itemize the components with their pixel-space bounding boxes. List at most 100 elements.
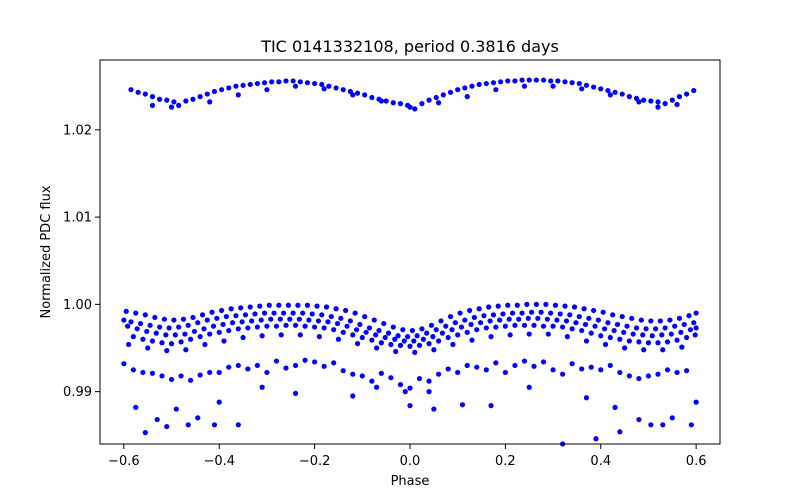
data-point	[142, 312, 148, 318]
data-point	[276, 79, 282, 85]
data-point	[378, 340, 384, 346]
data-point	[550, 323, 556, 329]
data-point	[455, 87, 461, 93]
x-axis-label: Phase	[391, 474, 430, 489]
data-point	[645, 340, 652, 346]
data-point	[612, 89, 618, 95]
data-point	[409, 327, 415, 334]
y-tick-label: 1.01	[63, 211, 92, 226]
data-point	[526, 77, 532, 83]
data-point	[648, 422, 654, 428]
data-point	[369, 378, 375, 384]
data-point	[550, 367, 556, 373]
data-point	[178, 373, 184, 379]
data-point	[514, 302, 520, 308]
data-point	[426, 341, 432, 347]
data-point	[447, 313, 454, 320]
data-point	[567, 312, 573, 318]
data-point	[591, 84, 597, 90]
data-point	[157, 96, 163, 102]
data-point	[419, 101, 425, 107]
data-point	[219, 87, 225, 93]
data-point	[331, 327, 337, 333]
data-point	[319, 81, 325, 88]
data-point	[433, 327, 439, 333]
data-point	[121, 317, 127, 323]
data-point	[474, 327, 480, 333]
y-tick-label: 1.00	[63, 298, 92, 313]
data-point	[152, 314, 158, 321]
data-point	[588, 364, 594, 370]
data-point	[312, 324, 318, 330]
data-point	[445, 334, 451, 341]
data-point	[407, 385, 413, 391]
x-tick-label: 0.0	[400, 454, 421, 469]
data-point	[602, 341, 609, 348]
data-point	[331, 360, 337, 366]
data-point	[133, 404, 139, 410]
data-point	[383, 98, 389, 104]
data-point	[353, 327, 360, 333]
data-point	[462, 317, 468, 323]
data-point	[300, 310, 306, 316]
data-point	[121, 361, 127, 367]
data-point	[344, 323, 350, 329]
data-point	[493, 87, 499, 93]
data-point	[488, 334, 494, 340]
data-point	[474, 364, 480, 370]
data-point	[381, 320, 387, 327]
data-point	[648, 318, 654, 324]
data-point	[128, 87, 134, 93]
data-point	[562, 79, 568, 85]
data-point	[416, 375, 423, 382]
data-point	[458, 324, 465, 330]
data-point	[290, 78, 296, 84]
data-point	[598, 367, 604, 373]
data-point	[687, 327, 694, 333]
data-point	[197, 334, 203, 340]
data-point	[176, 102, 182, 108]
data-point	[309, 311, 315, 317]
data-point	[333, 85, 339, 91]
data-point	[420, 336, 426, 342]
data-point	[424, 330, 430, 336]
data-point	[373, 332, 379, 338]
data-point	[277, 316, 283, 322]
data-point	[135, 89, 141, 95]
data-point	[238, 305, 244, 311]
data-point	[363, 329, 369, 335]
data-point	[235, 92, 241, 98]
data-point	[347, 318, 353, 324]
data-point	[592, 323, 598, 329]
data-point	[562, 303, 568, 309]
data-point	[354, 90, 361, 96]
data-point	[290, 310, 296, 316]
data-point	[369, 94, 375, 101]
data-point	[283, 78, 289, 84]
data-point	[498, 79, 504, 85]
x-tick-label: −0.4	[203, 454, 235, 469]
data-point	[416, 342, 423, 348]
data-point	[533, 77, 539, 83]
data-point	[285, 302, 291, 308]
data-point	[183, 98, 189, 104]
data-point	[641, 97, 647, 103]
data-point	[325, 319, 331, 325]
data-point	[257, 303, 263, 309]
data-point	[254, 324, 260, 330]
data-point	[531, 322, 537, 328]
x-axis-ticks: −0.6 −0.4 −0.2 0.0 0.2 0.4 0.6	[108, 444, 706, 469]
data-point	[340, 87, 346, 93]
data-point	[207, 99, 213, 105]
data-point	[397, 342, 404, 348]
data-point	[126, 341, 132, 348]
data-point	[195, 415, 201, 421]
data-point	[583, 395, 590, 401]
data-point	[209, 309, 215, 315]
data-point	[350, 332, 356, 338]
data-point	[201, 326, 207, 332]
data-point	[164, 348, 170, 354]
data-point	[390, 324, 396, 330]
y-axis-label: Normalized PDC flux	[39, 185, 54, 318]
data-point	[312, 80, 318, 87]
